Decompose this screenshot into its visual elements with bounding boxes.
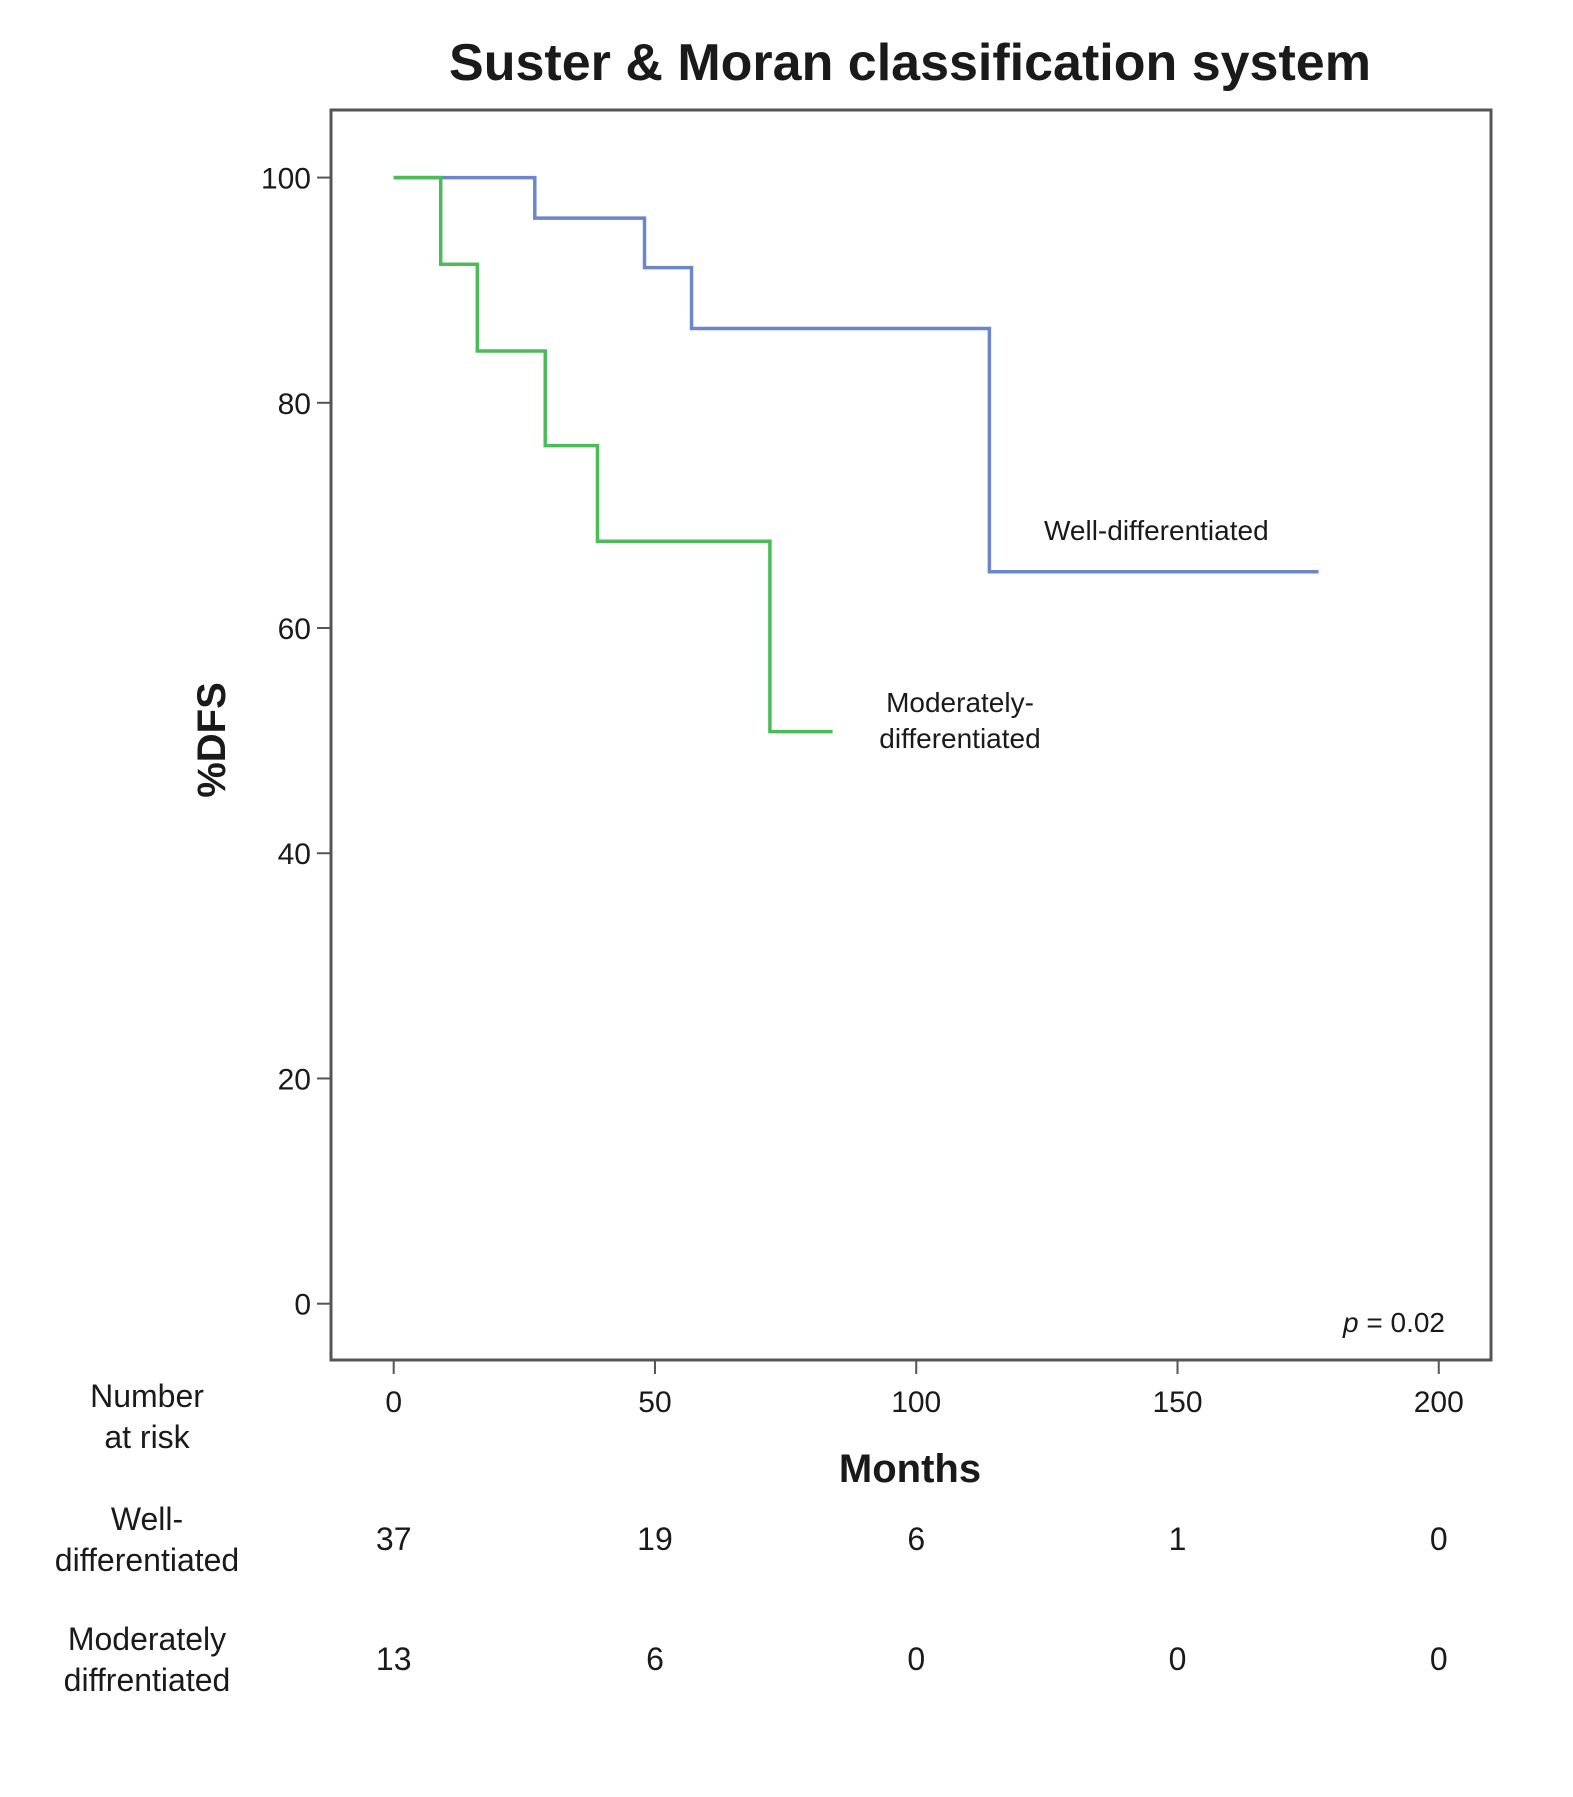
risk-value-1-4: 0 (1430, 1641, 1448, 1677)
plot-frame (329, 108, 1493, 1362)
km-curve-moderately-differentiated (393, 175, 833, 734)
risk-value-1-1: 6 (646, 1641, 664, 1677)
y-tick-label-80: 80 (278, 388, 311, 421)
risk-table-header-line2: at risk (104, 1419, 190, 1455)
x-tick-label-200: 200 (1414, 1386, 1464, 1419)
y-axis-label: %DFS (190, 682, 234, 798)
moderately-differentiated-curve-label-line1: Moderately- (886, 687, 1034, 718)
x-axis-label: Months (839, 1447, 981, 1491)
y-tick-label-0: 0 (294, 1289, 311, 1322)
y-tick-label-60: 60 (278, 613, 311, 646)
series-layer (393, 175, 1319, 734)
risk-row-label-0-line1: Well- (111, 1501, 183, 1537)
risk-row-label-1-line1: Moderately (68, 1621, 226, 1657)
well-differentiated-curve-label: Well-differentiated (1044, 515, 1269, 546)
risk-value-0-1: 19 (637, 1521, 673, 1557)
p-value-symbol: p (1342, 1307, 1359, 1338)
y-tick-label-40: 40 (278, 838, 311, 871)
p-value-annotation: p = 0.02 (1342, 1307, 1445, 1338)
p-value-text: = 0.02 (1359, 1307, 1445, 1338)
x-tick-label-50: 50 (638, 1386, 671, 1419)
risk-value-0-2: 6 (907, 1521, 925, 1557)
x-tick-label-100: 100 (891, 1386, 941, 1419)
x-tick-label-150: 150 (1152, 1386, 1202, 1419)
risk-row-label-1-line2: diffrentiated (64, 1662, 231, 1698)
y-axis: 0 20 40 60 80 100 (261, 163, 331, 1322)
risk-row-label-0-line2: differentiated (55, 1542, 239, 1578)
y-tick-label-20: 20 (278, 1063, 311, 1096)
y-tick-label-100: 100 (261, 163, 311, 196)
chart-title: Suster & Moran classification system (449, 34, 1371, 92)
risk-value-0-3: 1 (1169, 1521, 1187, 1557)
x-axis: 0 50 100 150 200 (385, 1360, 1464, 1419)
risk-value-1-2: 0 (907, 1641, 925, 1677)
risk-value-0-0: 37 (376, 1521, 412, 1557)
risk-value-0-4: 0 (1430, 1521, 1448, 1557)
moderately-differentiated-curve-label-line2: differentiated (879, 723, 1040, 754)
risk-value-1-3: 0 (1169, 1641, 1187, 1677)
risk-table-header-line1: Number (90, 1378, 204, 1414)
risk-value-1-0: 13 (376, 1641, 412, 1677)
x-tick-label-0: 0 (385, 1386, 402, 1419)
risk-table: Well-differentiated 37 19 6 1 0 Moderately diff… (55, 1501, 1448, 1698)
km-curve-well-differentiated (393, 175, 1319, 574)
